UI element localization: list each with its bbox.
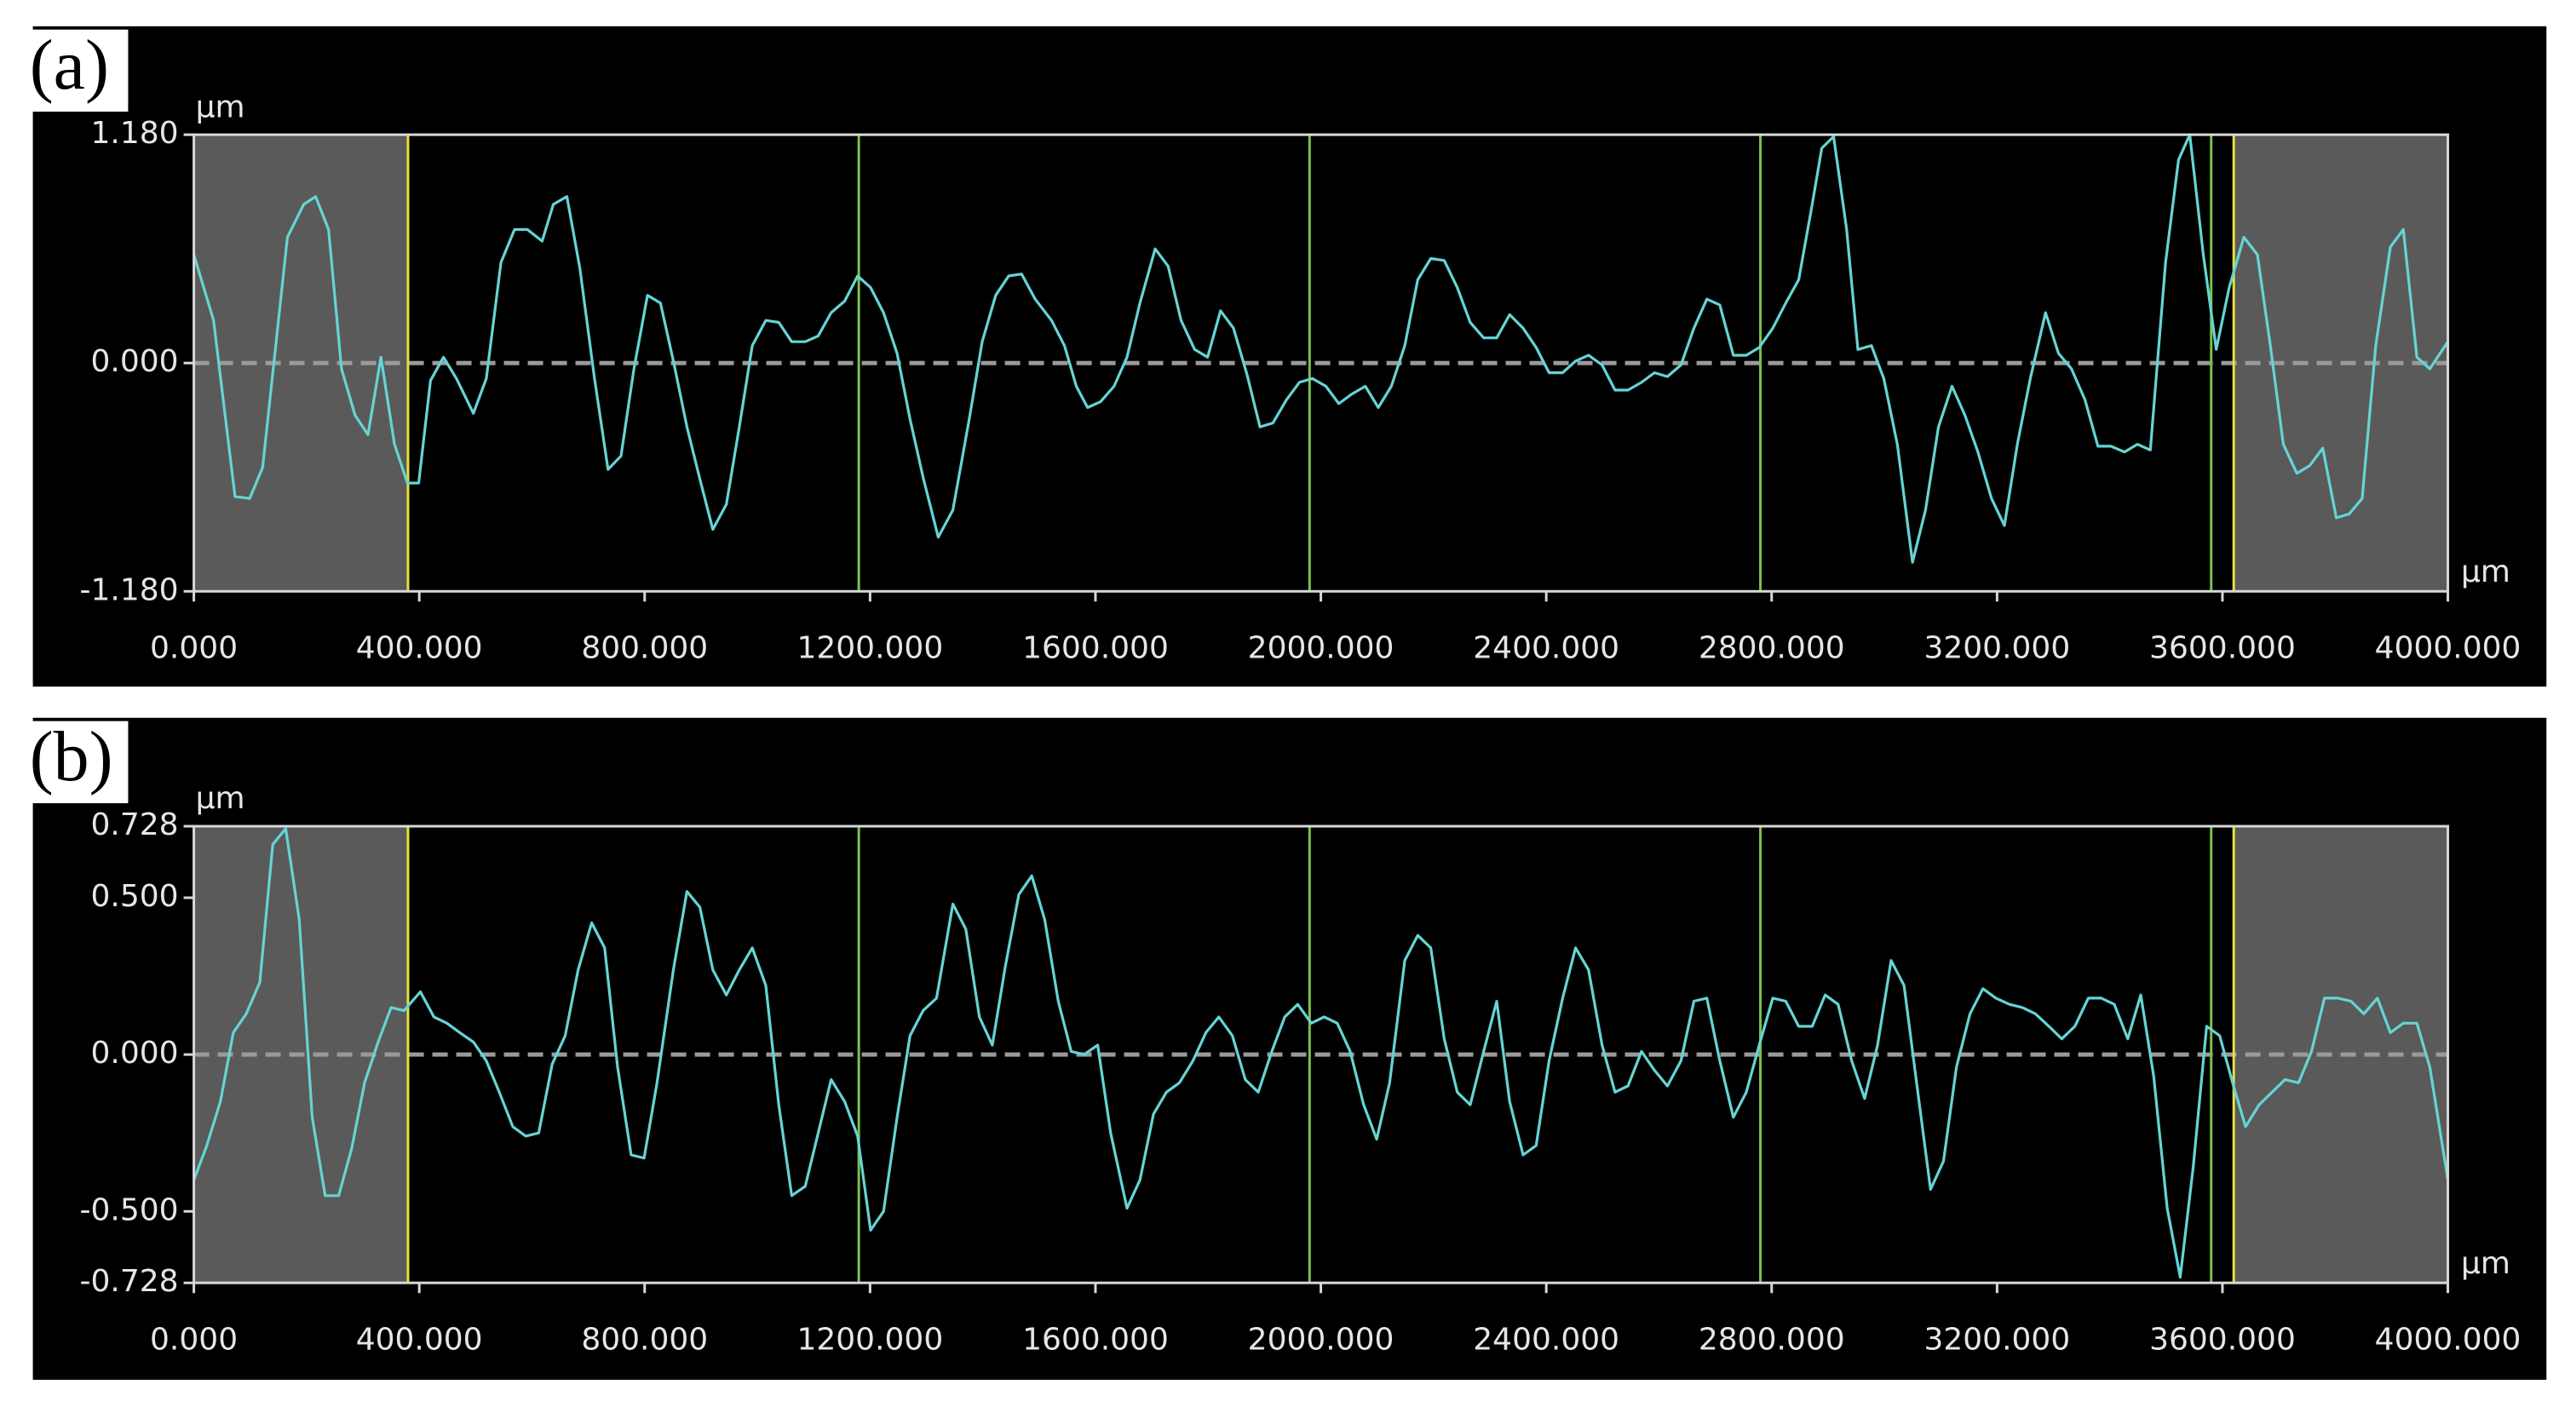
x-tick-label: 800.000 [581, 1322, 708, 1357]
profile-line [193, 133, 2449, 564]
x-tick-label: 1600.000 [1022, 1322, 1169, 1357]
profile-line [193, 827, 2450, 1279]
x-tick-label: 1200.000 [796, 1322, 943, 1357]
x-tick-label: 1600.000 [1022, 630, 1169, 665]
x-tick-label: 3200.000 [1923, 1322, 2070, 1357]
x-unit: µm [2461, 554, 2510, 589]
y-tick-label: 0.500 [91, 879, 179, 914]
y-tick-label: -0.500 [80, 1192, 179, 1227]
x-tick-label: 2800.000 [1699, 630, 1845, 665]
panel-label: (b) [30, 717, 113, 796]
y-unit: µm [196, 781, 245, 816]
x-tick-label: 2000.000 [1248, 630, 1394, 665]
x-tick-label: 4000.000 [2375, 630, 2521, 665]
x-tick-label: 2000.000 [1248, 1322, 1394, 1357]
y-unit: µm [196, 89, 245, 124]
x-tick-label: 0.000 [150, 1322, 238, 1357]
x-tick-label: 800.000 [581, 630, 708, 665]
x-tick-label: 400.000 [356, 630, 483, 665]
x-tick-label: 0.000 [150, 630, 238, 665]
y-tick-label: 1.180 [91, 116, 179, 151]
y-tick-label: 0.728 [91, 807, 179, 842]
x-tick-label: 3600.000 [2149, 630, 2296, 665]
x-tick-label: 4000.000 [2375, 1322, 2521, 1357]
panel-label: (a) [30, 26, 109, 105]
panel-label-background [23, 721, 129, 804]
x-tick-label: 3600.000 [2149, 1322, 2296, 1357]
x-tick-label: 3200.000 [1923, 630, 2070, 665]
y-tick-label: 0.000 [91, 1036, 179, 1071]
y-tick-label: -1.180 [80, 572, 179, 607]
x-tick-label: 1200.000 [796, 630, 943, 665]
x-tick-label: 400.000 [356, 1322, 483, 1357]
y-tick-label: -0.728 [80, 1264, 179, 1299]
x-tick-label: 2800.000 [1699, 1322, 1845, 1357]
panel-label-background [23, 29, 129, 112]
x-tick-label: 2400.000 [1473, 1322, 1619, 1357]
x-unit: µm [2461, 1246, 2510, 1281]
y-tick-label: 0.000 [91, 344, 179, 379]
x-tick-label: 2400.000 [1473, 630, 1619, 665]
